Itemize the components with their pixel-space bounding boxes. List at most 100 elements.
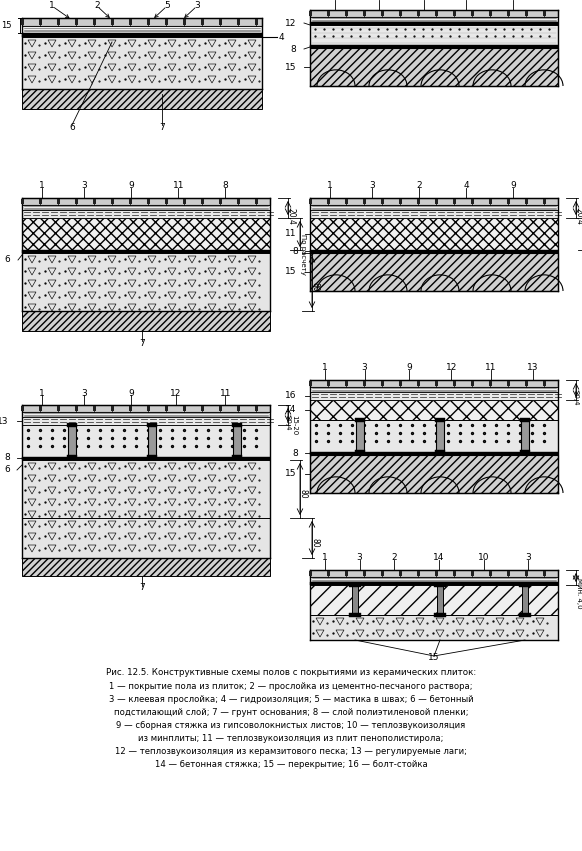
Text: 7: 7: [139, 339, 145, 347]
Bar: [308, 11, 311, 16]
Bar: [345, 199, 347, 204]
Text: 8: 8: [222, 181, 228, 191]
Text: 13: 13: [527, 363, 539, 373]
Text: 12: 12: [285, 19, 296, 27]
Bar: [417, 199, 420, 204]
Text: 15-20
20,4: 15-20 20,4: [285, 415, 297, 435]
Text: 15: 15: [2, 21, 12, 30]
Bar: [22, 412, 270, 417]
Text: 11: 11: [219, 389, 231, 397]
Bar: [452, 199, 456, 204]
Bar: [232, 423, 242, 427]
Bar: [435, 571, 438, 576]
Bar: [236, 19, 240, 25]
Text: 80: 80: [299, 489, 307, 499]
Bar: [524, 11, 527, 16]
Bar: [381, 381, 384, 386]
Text: 14 — бетонная стяжка; 15 — перекрытие; 16 — болт-стойка: 14 — бетонная стяжка; 15 — перекрытие; 1…: [155, 760, 427, 769]
Bar: [310, 420, 558, 452]
Text: 14: 14: [285, 405, 296, 414]
Text: 4: 4: [463, 181, 469, 191]
Text: 6: 6: [4, 465, 10, 475]
Bar: [542, 11, 545, 16]
Text: 9 — сборная стяжка из гипсоволокнистых листов; 10 — теплозвукоизоляция: 9 — сборная стяжка из гипсоволокнистых л…: [116, 721, 466, 730]
Bar: [310, 250, 558, 253]
Bar: [435, 11, 438, 16]
Bar: [20, 406, 23, 411]
Bar: [488, 199, 492, 204]
Bar: [236, 406, 240, 411]
Bar: [310, 387, 558, 392]
Bar: [232, 455, 242, 459]
Text: 12: 12: [446, 363, 457, 373]
Bar: [56, 19, 59, 25]
Text: 9: 9: [510, 181, 516, 191]
Bar: [470, 199, 474, 204]
Bar: [310, 455, 558, 493]
Bar: [524, 571, 527, 576]
Bar: [435, 418, 445, 422]
Text: 3: 3: [81, 181, 87, 191]
Text: 15: 15: [285, 267, 296, 277]
Bar: [308, 381, 311, 386]
Bar: [22, 26, 262, 33]
Bar: [417, 381, 420, 386]
Bar: [355, 450, 365, 454]
Bar: [470, 11, 474, 16]
Bar: [74, 19, 77, 25]
Bar: [93, 406, 95, 411]
Bar: [542, 381, 545, 386]
Bar: [452, 571, 456, 576]
Text: 8: 8: [292, 448, 298, 458]
Bar: [327, 199, 329, 204]
Text: 15: 15: [285, 470, 296, 478]
Bar: [56, 199, 59, 204]
Text: 16: 16: [285, 391, 296, 401]
Bar: [111, 19, 113, 25]
Bar: [218, 199, 222, 204]
Bar: [183, 406, 186, 411]
Bar: [201, 19, 204, 25]
Bar: [93, 199, 95, 204]
Bar: [310, 253, 558, 291]
Text: 14: 14: [433, 553, 445, 563]
Bar: [67, 455, 77, 459]
Bar: [147, 406, 150, 411]
Bar: [488, 11, 492, 16]
Bar: [93, 19, 95, 25]
Text: 6: 6: [4, 255, 10, 265]
Text: 9: 9: [510, 0, 516, 3]
Bar: [310, 570, 558, 577]
Bar: [349, 583, 361, 587]
Bar: [363, 11, 365, 16]
Bar: [310, 392, 558, 400]
Bar: [417, 11, 420, 16]
Text: 2: 2: [421, 0, 427, 3]
Bar: [20, 19, 23, 25]
Bar: [417, 571, 420, 576]
Bar: [436, 420, 444, 452]
Bar: [20, 199, 23, 204]
Bar: [22, 425, 270, 457]
Bar: [165, 19, 168, 25]
Text: 8: 8: [4, 454, 10, 462]
Bar: [355, 418, 365, 422]
Bar: [327, 571, 329, 576]
Bar: [381, 199, 384, 204]
Bar: [356, 420, 364, 452]
Bar: [310, 582, 558, 585]
Bar: [310, 210, 558, 218]
Bar: [254, 19, 257, 25]
Text: 15-20
20,4: 15-20 20,4: [573, 390, 582, 410]
Bar: [542, 199, 545, 204]
Bar: [22, 250, 270, 253]
Text: 1: 1: [327, 181, 333, 191]
Bar: [38, 19, 41, 25]
Text: 13: 13: [0, 416, 8, 426]
Bar: [22, 33, 262, 37]
Text: 3: 3: [194, 2, 200, 10]
Bar: [22, 37, 262, 89]
Bar: [254, 406, 257, 411]
Text: 6: 6: [69, 123, 75, 132]
Bar: [522, 585, 528, 615]
